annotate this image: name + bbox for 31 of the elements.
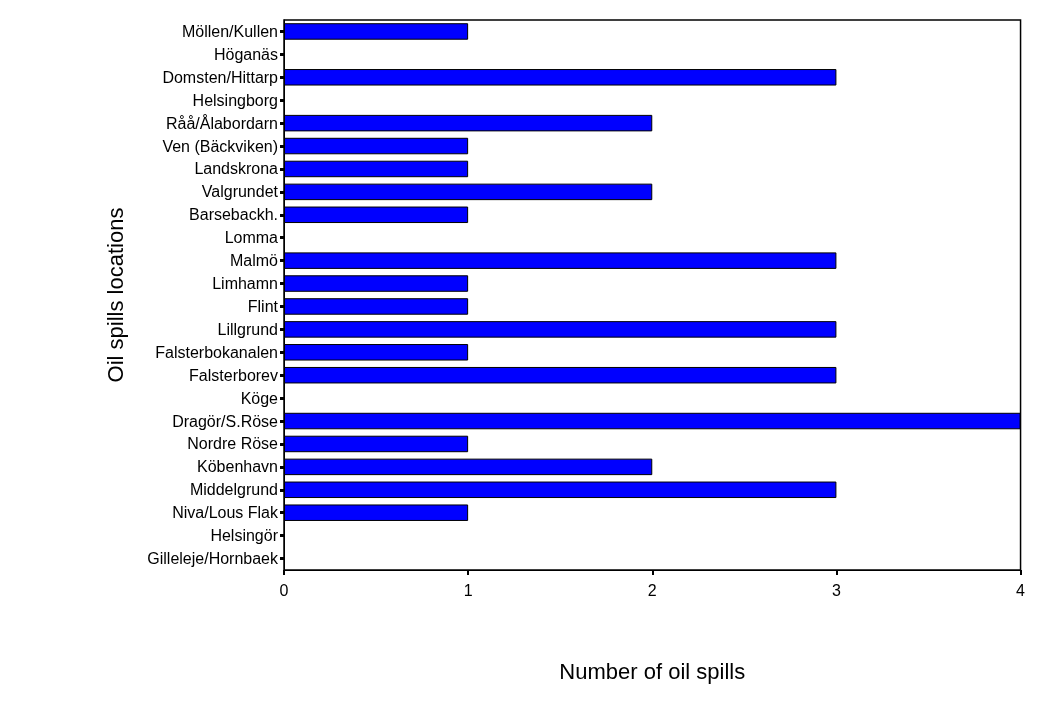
y-tick-label: Helsingborg	[192, 91, 278, 109]
y-tick-label: Barsebackh.	[189, 206, 278, 224]
y-tick-label: Köge	[240, 389, 279, 407]
x-tick-label: 1	[463, 581, 473, 599]
y-tick-label: Lillgrund	[217, 320, 278, 338]
y-tick-label: Gilleleje/Hornbaek	[147, 550, 279, 568]
x-tick-label: 2	[647, 581, 657, 599]
y-tick-label: Falsterbokanalen	[155, 343, 278, 361]
y-tick-label: Råå/Ålabordarn	[165, 113, 278, 132]
y-tick-label: Höganäs	[213, 45, 278, 63]
y-tick-label: Niva/Lous Flak	[172, 504, 279, 522]
y-tick-label: Domsten/Hittarp	[162, 68, 279, 86]
x-tick-label: 4	[1016, 581, 1026, 599]
y-tick-label: Malmö	[229, 252, 279, 270]
y-axis-title: Oil spills locations	[102, 207, 128, 383]
x-axis-title: Number of oil spills	[559, 658, 746, 684]
y-tick-label: Landskrona	[194, 160, 279, 178]
x-tick-label: 3	[831, 581, 841, 599]
y-tick-label: Nordre Röse	[187, 435, 279, 453]
y-tick-label: Helsingör	[210, 527, 279, 545]
y-tick-label: Möllen/Kullen	[181, 22, 278, 40]
y-tick-label: Ven (Bäckviken)	[162, 137, 278, 155]
y-tick-label: Dragör/S.Röse	[172, 412, 279, 430]
y-tick-label: Lomma	[224, 229, 279, 247]
y-tick-label: Valgrundet	[201, 183, 279, 201]
y-tick-label: Limhamn	[212, 275, 278, 293]
y-tick-label: Middelgrund	[189, 481, 278, 499]
y-tick-label: Flint	[247, 297, 279, 315]
x-tick-label: 0	[279, 581, 289, 599]
y-tick-label: Köbenhavn	[197, 458, 278, 476]
y-tick-label: Falsterborev	[189, 366, 278, 384]
